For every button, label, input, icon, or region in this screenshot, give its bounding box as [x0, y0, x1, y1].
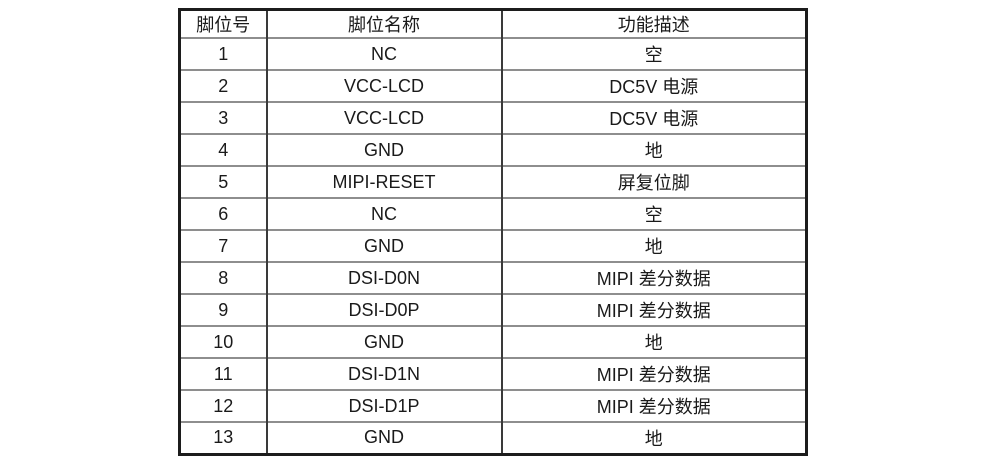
table-row: 5 MIPI-RESET 屏复位脚: [178, 165, 807, 198]
table-row: 2 VCC-LCD DC5V 电源: [178, 69, 807, 102]
table-row: 3 VCC-LCD DC5V 电源: [178, 101, 807, 134]
pin-function-cell: MIPI 差分数据: [500, 357, 807, 390]
table-row: 4 GND 地: [178, 133, 807, 166]
pin-number-cell: 7: [178, 229, 267, 262]
pin-name-cell: GND: [265, 325, 502, 358]
table-row: 6 NC 空: [178, 197, 807, 230]
pin-name-cell: NC: [265, 37, 502, 70]
table-row: 10 GND 地: [178, 325, 807, 358]
pin-name-cell: DSI-D1N: [265, 357, 502, 390]
table-row: 7 GND 地: [178, 229, 807, 262]
pin-number-cell: 6: [178, 197, 267, 230]
pin-function-cell: 空: [500, 197, 807, 230]
table-row: 11 DSI-D1N MIPI 差分数据: [178, 357, 807, 390]
pin-function-cell: MIPI 差分数据: [500, 293, 807, 326]
pin-function-cell: DC5V 电源: [500, 69, 807, 102]
pin-number-cell: 10: [178, 325, 267, 358]
pin-name-cell: GND: [265, 421, 502, 454]
pin-name-cell: NC: [265, 197, 502, 230]
pin-name-cell: MIPI-RESET: [265, 165, 502, 198]
pin-name-cell: VCC-LCD: [265, 69, 502, 102]
pin-name-cell: DSI-D1P: [265, 389, 502, 422]
table-row: 9 DSI-D0P MIPI 差分数据: [178, 293, 807, 326]
header-row: 脚位号 脚位名称 功能描述: [178, 8, 807, 38]
table-row: 1 NC 空: [178, 37, 807, 70]
pin-name-cell: GND: [265, 229, 502, 262]
pin-number-cell: 13: [178, 421, 267, 454]
pin-function-cell: 地: [500, 229, 807, 262]
pin-name-cell: GND: [265, 133, 502, 166]
table-row: 12 DSI-D1P MIPI 差分数据: [178, 389, 807, 422]
pin-function-cell: 地: [500, 133, 807, 166]
pin-number-cell: 8: [178, 261, 267, 294]
column-header-pin-number: 脚位号: [178, 8, 267, 38]
pin-name-cell: DSI-D0P: [265, 293, 502, 326]
column-header-pin-name: 脚位名称: [265, 8, 502, 38]
table-row: 13 GND 地: [178, 421, 807, 454]
table-row: 8 DSI-D0N MIPI 差分数据: [178, 261, 807, 294]
pin-number-cell: 4: [178, 133, 267, 166]
pin-function-cell: DC5V 电源: [500, 101, 807, 134]
pin-description-table: 脚位号 脚位名称 功能描述 1 NC 空 2 VCC-LCD DC5V 电源 3…: [178, 8, 808, 456]
pin-name-cell: VCC-LCD: [265, 101, 502, 134]
pin-function-cell: 地: [500, 325, 807, 358]
column-header-function-description: 功能描述: [500, 8, 807, 38]
pin-function-cell: MIPI 差分数据: [500, 389, 807, 422]
pin-number-cell: 2: [178, 69, 267, 102]
pin-function-cell: 屏复位脚: [500, 165, 807, 198]
pin-number-cell: 3: [178, 101, 267, 134]
pin-function-cell: 地: [500, 421, 807, 454]
pin-number-cell: 5: [178, 165, 267, 198]
pin-name-cell: DSI-D0N: [265, 261, 502, 294]
pin-number-cell: 9: [178, 293, 267, 326]
pin-number-cell: 12: [178, 389, 267, 422]
pin-function-cell: 空: [500, 37, 807, 70]
pin-number-cell: 1: [178, 37, 267, 70]
pin-number-cell: 11: [178, 357, 267, 390]
pin-function-cell: MIPI 差分数据: [500, 261, 807, 294]
